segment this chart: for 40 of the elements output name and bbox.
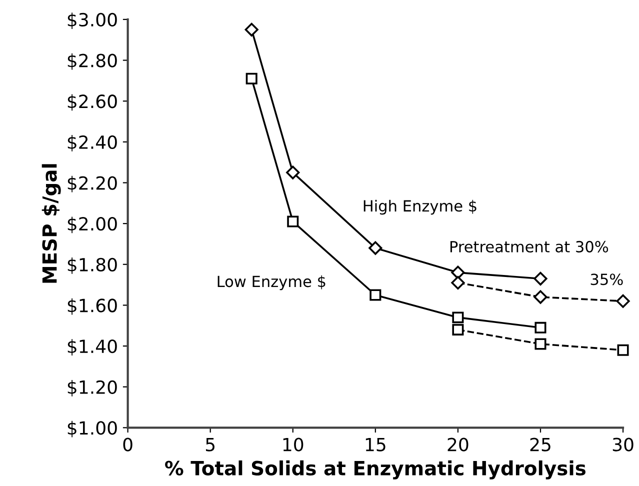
point xyxy=(534,272,548,286)
y-tick-label: $2.80 xyxy=(68,53,117,70)
y-tick-label: $1.20 xyxy=(68,380,117,396)
point xyxy=(534,290,548,304)
y-tick-label: $1.60 xyxy=(68,298,117,315)
annotation: 35% xyxy=(590,274,623,286)
y-tick-label: $3.00 xyxy=(68,12,117,29)
point xyxy=(616,294,630,308)
y-tick-label: $2.20 xyxy=(68,176,117,192)
point xyxy=(287,216,299,228)
y-tick-label: $2.40 xyxy=(68,135,117,152)
y-tick-label: $2.60 xyxy=(68,94,117,111)
point xyxy=(244,22,258,36)
point xyxy=(370,289,382,301)
x-tick-label: 30 xyxy=(612,438,634,452)
point xyxy=(534,338,546,350)
x-tick-label: 0 xyxy=(123,438,132,452)
point xyxy=(246,72,258,84)
y-tick-label: $2.00 xyxy=(68,216,117,234)
y-tick-label: $1.40 xyxy=(68,339,117,356)
y-tick-label: $1.00 xyxy=(68,420,117,438)
annotation: Low Enzyme $ xyxy=(218,275,326,290)
annotation: High Enzyme $ xyxy=(364,200,476,215)
point xyxy=(534,322,546,334)
point xyxy=(452,312,464,324)
point xyxy=(451,266,465,280)
x-tick-label: 15 xyxy=(366,438,386,452)
point xyxy=(368,241,382,255)
x-tick-label: 10 xyxy=(283,438,304,452)
x-tick-label: 20 xyxy=(448,438,468,452)
point xyxy=(286,166,300,180)
x-tick-label: 5 xyxy=(206,438,215,452)
y-tick-label: $1.80 xyxy=(68,258,117,274)
point xyxy=(452,324,464,336)
y-axis-title: MESP $/gal xyxy=(42,164,61,283)
x-tick-label: 25 xyxy=(530,438,550,452)
point xyxy=(451,276,465,290)
annotation: Pretreatment at 30% xyxy=(450,240,608,252)
point xyxy=(617,344,629,356)
x-axis-title: % Total Solids at Enzymatic Hydrolysis xyxy=(165,460,586,480)
